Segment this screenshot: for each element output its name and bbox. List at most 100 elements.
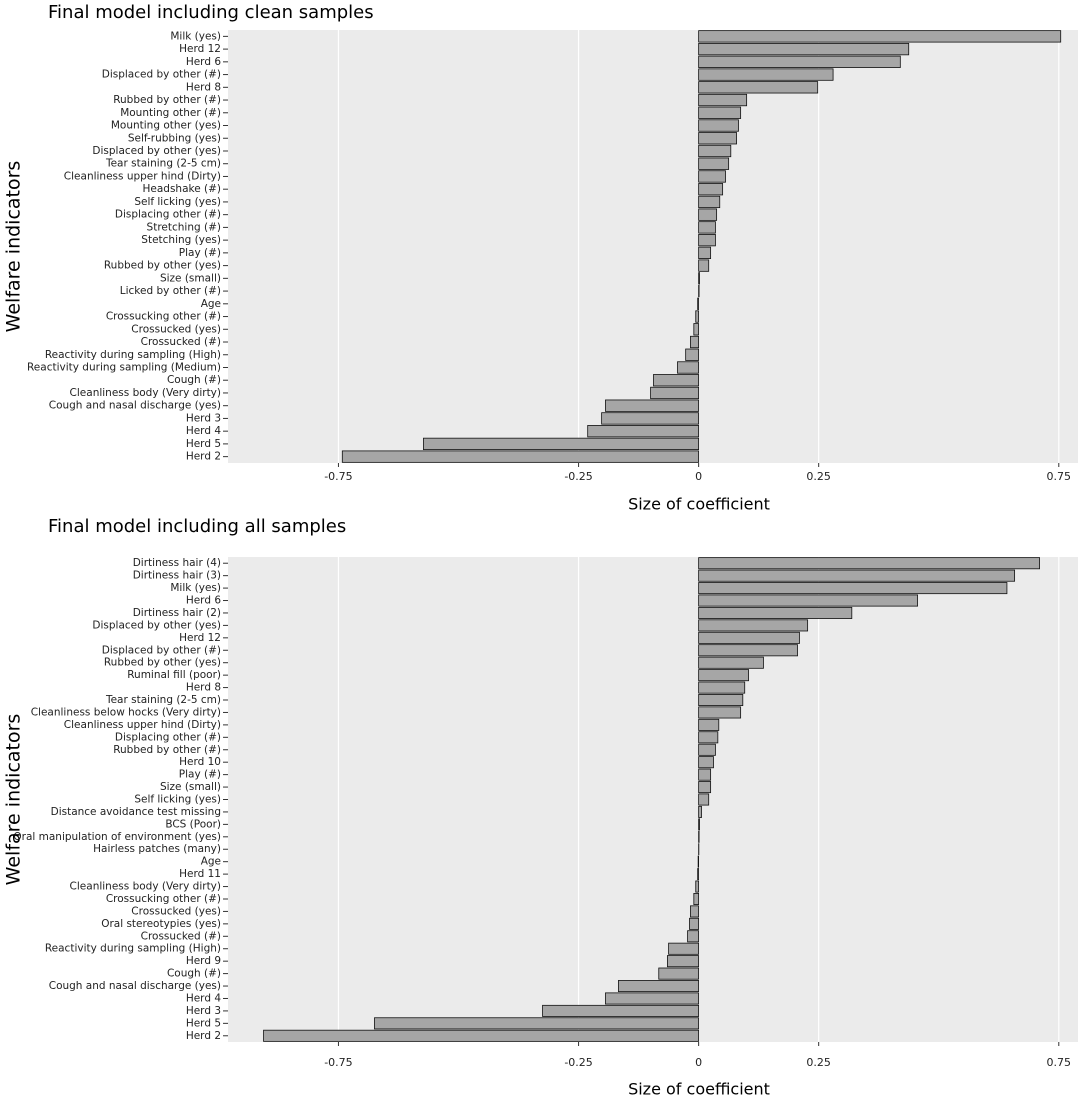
- y-tick-label: Self-rubbing (yes): [128, 132, 221, 144]
- bar: [698, 818, 700, 831]
- x-tick-label: -0.75: [324, 1056, 352, 1069]
- y-tick-label: Reactivity during sampling (High): [45, 943, 221, 955]
- bar: [695, 880, 700, 893]
- bar: [668, 942, 700, 955]
- bar: [690, 335, 700, 349]
- y-axis-title: Welfare indicators: [3, 161, 25, 333]
- y-tick-label: Cleanliness upper hind (Dirty): [64, 170, 221, 182]
- bar: [698, 234, 716, 247]
- y-tick-label: Herd 8: [186, 682, 221, 694]
- bar: [698, 681, 746, 694]
- y-tick-label: Rubbed by other (#): [113, 94, 221, 106]
- bar: [698, 669, 749, 682]
- y-tick-label: Crossucking other (#): [106, 893, 221, 905]
- bar: [698, 594, 919, 607]
- y-tick-label: Cough (#): [167, 374, 221, 386]
- bar: [698, 631, 800, 644]
- y-tick-label: Reactivity during sampling (High): [45, 349, 221, 361]
- y-tick-label: Reactivity during sampling (Medium): [27, 361, 221, 373]
- bar: [697, 297, 700, 310]
- chart-title: Final model including clean samples: [48, 2, 374, 23]
- bar: [698, 119, 739, 132]
- bar: [587, 425, 700, 438]
- bar: [698, 157, 730, 170]
- y-tick-label: Self licking (yes): [134, 196, 221, 208]
- bar: [698, 42, 910, 56]
- y-tick-label: Rubbed by other (#): [113, 744, 221, 756]
- bar: [687, 930, 700, 943]
- bar: [689, 917, 700, 930]
- bar: [698, 606, 853, 619]
- y-tick-label: Crossucked (#): [141, 930, 221, 942]
- plot-background: [228, 557, 1078, 1042]
- y-tick-label: Crossucked (yes): [131, 905, 221, 917]
- y-tick-label: Herd 4: [186, 425, 221, 437]
- y-tick-label: Herd 12: [179, 632, 221, 644]
- bar: [698, 569, 1016, 582]
- y-tick-label: Milk (yes): [170, 582, 221, 594]
- y-tick-label: Rubbed by other (yes): [104, 657, 221, 669]
- y-tick-label: Headshake (#): [142, 183, 221, 195]
- bar: [618, 980, 700, 993]
- y-tick-label: Herd 2: [186, 1030, 221, 1042]
- y-tick-label: Play (#): [179, 769, 221, 781]
- y-tick-label: Cleanliness body (Very dirty): [70, 881, 221, 893]
- x-tick-label: -0.75: [324, 470, 352, 483]
- bar: [698, 694, 744, 707]
- bar: [695, 310, 700, 323]
- bar: [677, 361, 700, 374]
- y-tick-label: Dirtiness hair (4): [133, 557, 221, 569]
- y-tick-label: Self licking (yes): [134, 794, 221, 806]
- y-tick-label: Licked by other (#): [120, 285, 221, 297]
- bar: [605, 992, 700, 1005]
- bar: [698, 706, 742, 719]
- bar: [698, 272, 700, 285]
- bar: [341, 450, 700, 463]
- y-tick-label: Herd 2: [186, 451, 221, 463]
- y-tick-label: Oral stereotypies (yes): [101, 918, 221, 930]
- bar: [697, 868, 700, 881]
- bar: [667, 955, 700, 968]
- x-tick-label: 0.25: [806, 470, 831, 483]
- x-axis-title: Size of coefficient: [628, 495, 770, 514]
- y-tick-label: Cough (#): [167, 968, 221, 980]
- bar: [698, 68, 834, 81]
- bar: [698, 183, 724, 196]
- x-tick-label: -0.25: [564, 470, 592, 483]
- y-tick-label: Herd 5: [186, 1017, 221, 1029]
- y-tick-label: Milk (yes): [170, 30, 221, 42]
- bar: [542, 1004, 700, 1017]
- y-tick-label: Herd 9: [186, 955, 221, 967]
- bar: [698, 30, 1062, 43]
- bar: [685, 348, 700, 361]
- bar: [653, 374, 700, 387]
- y-tick-label: Herd 10: [179, 756, 221, 768]
- bar: [698, 106, 742, 119]
- y-tick-label: Oral manipulation of environment (yes): [13, 831, 221, 843]
- bar: [263, 1029, 700, 1042]
- bar: [650, 386, 700, 400]
- y-tick-label: Cleanliness upper hind (Dirty): [64, 719, 221, 731]
- y-tick-label: Herd 3: [186, 412, 221, 424]
- bar: [698, 756, 714, 769]
- bar: [698, 805, 702, 818]
- y-tick-label: Herd 6: [186, 595, 221, 607]
- y-tick-label: Hairless patches (many): [93, 843, 221, 855]
- bar: [698, 768, 712, 781]
- bar: [698, 144, 732, 158]
- bar: [698, 793, 710, 806]
- bar: [698, 644, 798, 657]
- bar: [698, 619, 809, 632]
- bar: [698, 259, 710, 272]
- y-tick-label: Play (#): [179, 247, 221, 259]
- chart-title: Final model including all samples: [48, 516, 346, 537]
- bar: [698, 582, 1008, 595]
- bar: [698, 132, 737, 145]
- bar: [698, 718, 720, 731]
- y-tick-label: Displaced by other (yes): [92, 145, 221, 157]
- x-tick-label: 0.25: [806, 1056, 831, 1069]
- y-tick-label: Dirtiness hair (3): [133, 570, 221, 582]
- bar: [601, 412, 700, 425]
- bar: [698, 743, 716, 756]
- bar: [698, 170, 726, 183]
